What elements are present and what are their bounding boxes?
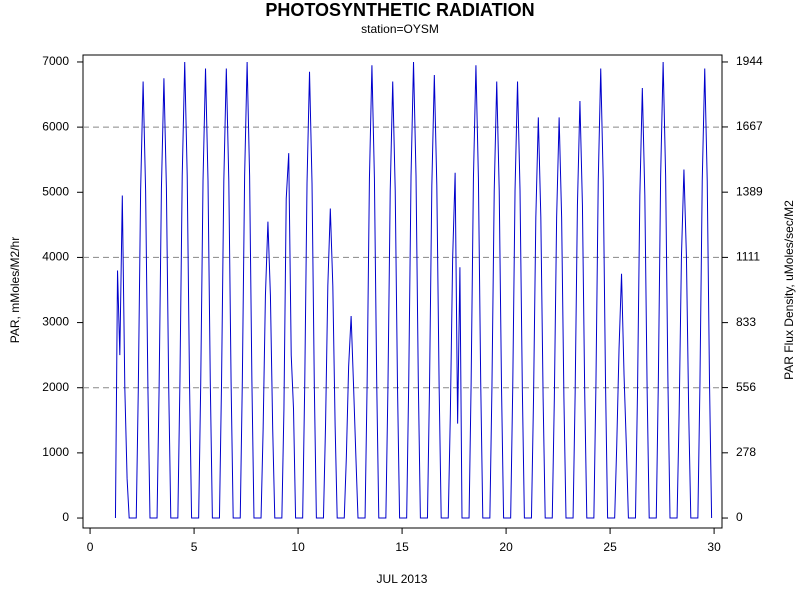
x-tick-label: 25 — [603, 540, 617, 554]
x-axis-label: JUL 2013 — [377, 572, 428, 586]
chart-subtitle: station=OYSM — [361, 22, 439, 36]
y2-axis-label: PAR Flux Density, uMoles/sec/M2 — [782, 200, 796, 380]
y2-tick-label: 833 — [736, 315, 756, 329]
x-tick-label: 30 — [707, 540, 721, 554]
y-axis-label: PAR, mMoles/M2/hr — [8, 237, 22, 343]
chart-title: PHOTOSYNTHETIC RADIATION — [265, 0, 534, 20]
x-tick-label: 20 — [499, 540, 513, 554]
y-tick-label: 3000 — [42, 315, 69, 329]
data-line — [114, 61, 713, 519]
y2-tick-label: 1389 — [736, 184, 763, 198]
x-tick-label: 10 — [291, 540, 305, 554]
y2-tick-label: 1944 — [736, 54, 763, 68]
y2-tick-label: 1111 — [736, 250, 760, 264]
y-tick-label: 7000 — [42, 54, 69, 68]
y2-tick-label: 556 — [736, 380, 756, 394]
y2-tick-label: 0 — [736, 510, 743, 524]
y-tick-label: 2000 — [42, 380, 69, 394]
y-tick-label: 4000 — [42, 250, 69, 264]
x-tick-label: 0 — [87, 540, 94, 554]
x-tick-label: 5 — [191, 540, 198, 554]
x-tick-label: 15 — [395, 540, 409, 554]
y-tick-label: 1000 — [42, 445, 69, 459]
y-tick-label: 6000 — [42, 119, 69, 133]
y-tick-label: 5000 — [42, 184, 69, 198]
y2-tick-label: 1667 — [736, 119, 763, 133]
y2-tick-label: 278 — [736, 445, 756, 459]
y-tick-label: 0 — [62, 510, 69, 524]
